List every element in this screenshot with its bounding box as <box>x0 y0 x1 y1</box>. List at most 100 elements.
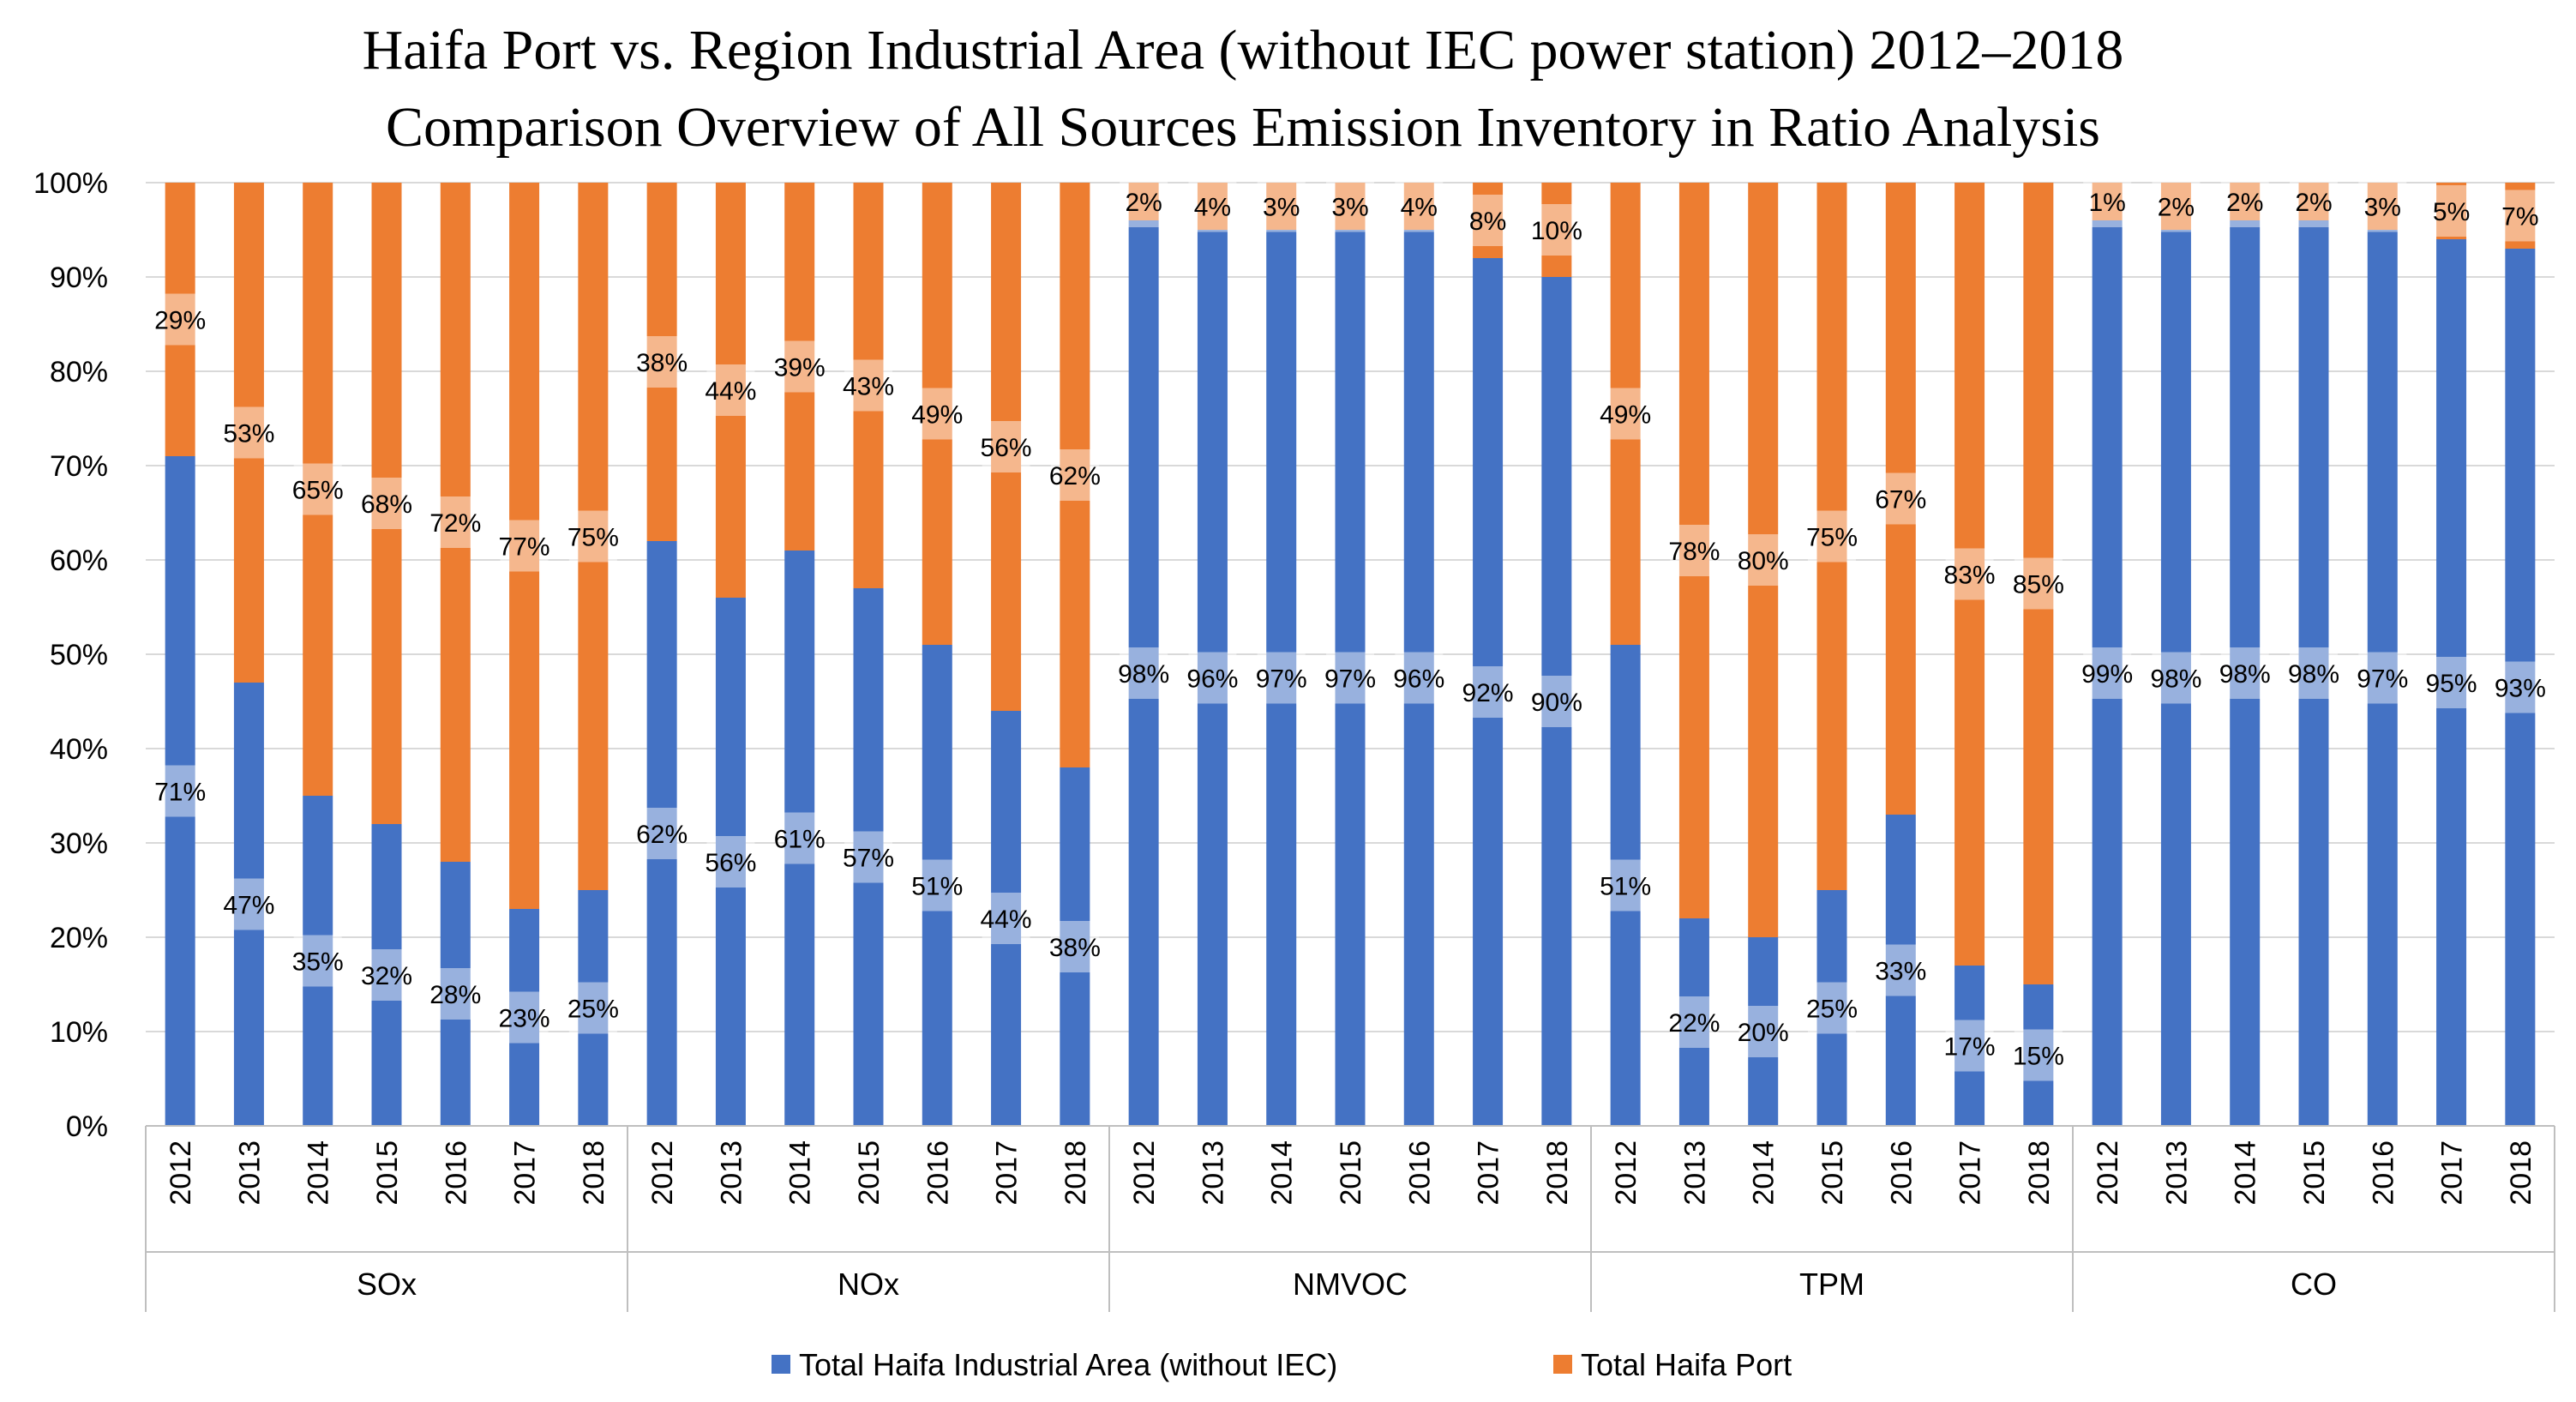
data-label-port: 65% <box>292 477 344 505</box>
x-tick-label-year: 2016 <box>1403 1140 1436 1206</box>
bar-port <box>509 183 540 909</box>
bar-industrial <box>2023 984 2054 1126</box>
x-tick-label-year: 2018 <box>2505 1140 2537 1206</box>
bar-industrial <box>2436 239 2467 1126</box>
bar-port <box>1128 183 1159 220</box>
bar-industrial <box>2092 220 2123 1126</box>
data-label-bg <box>1463 195 1512 246</box>
bar-industrial <box>1128 220 1159 1126</box>
bar-port <box>1060 183 1090 767</box>
y-tick-label: 70% <box>50 450 108 483</box>
bar-port <box>303 183 333 796</box>
data-label-port: 38% <box>636 349 688 377</box>
data-label-bg <box>2152 652 2201 704</box>
bars <box>165 183 2536 1126</box>
data-label-bg <box>1601 859 1650 912</box>
bar-industrial <box>165 456 195 1126</box>
data-label-port: 77% <box>499 533 550 562</box>
bar-port <box>2298 183 2329 220</box>
data-label-industrial: 15% <box>2013 1043 2064 1071</box>
data-label-bg <box>1395 652 1444 704</box>
legend-swatch-port <box>1553 1355 1572 1374</box>
bar-port <box>646 183 677 541</box>
data-label-port: 53% <box>223 420 274 448</box>
bar-port <box>1955 183 1985 966</box>
data-label-port: 80% <box>1738 547 1789 575</box>
data-label-bg <box>844 831 892 883</box>
data-label-industrial: 90% <box>1531 689 1582 717</box>
bar-industrial <box>2367 230 2398 1126</box>
data-label-industrial: 98% <box>2150 665 2201 694</box>
x-tick-label-year: 2015 <box>853 1140 886 1206</box>
data-label-industrial: 23% <box>499 1005 550 1033</box>
data-label-port: 67% <box>1875 486 1926 514</box>
group-label: CO <box>2291 1267 2337 1302</box>
bar-port <box>1748 183 1779 937</box>
x-tick-label-year: 2014 <box>1266 1140 1299 1206</box>
data-label-bg <box>500 520 549 572</box>
x-tick-label-year: 2017 <box>2436 1140 2469 1206</box>
bar-port <box>440 183 471 862</box>
bar-port <box>1541 183 1572 277</box>
bar-industrial <box>1060 767 1090 1126</box>
bar-industrial <box>303 796 333 1126</box>
data-label-bg <box>156 293 205 346</box>
data-label-bg <box>363 949 411 1001</box>
data-label-port: 2% <box>1125 189 1162 217</box>
data-label-bg <box>293 463 342 515</box>
data-label-bg <box>293 935 342 987</box>
data-label-industrial: 93% <box>2495 675 2546 703</box>
data-label-industrial: 95% <box>2426 670 2477 698</box>
legend-label-port: Total Haifa Port <box>1581 1347 1792 1382</box>
bar-industrial <box>2505 249 2536 1126</box>
data-label-bg <box>1945 548 1994 600</box>
data-label-bg <box>2427 185 2476 237</box>
x-tick-label-year: 2016 <box>922 1140 954 1206</box>
x-tick-label-year: 2017 <box>1955 1140 1987 1206</box>
x-tick-label-year: 2015 <box>2298 1140 2331 1206</box>
x-tick-label-year: 2018 <box>2023 1140 2056 1206</box>
data-label-bg <box>1050 449 1099 501</box>
data-label-port: 72% <box>429 509 481 538</box>
data-label-port: 75% <box>567 524 619 552</box>
data-label-port: 4% <box>1194 194 1231 222</box>
bar-industrial <box>2298 220 2329 1126</box>
data-label-bg <box>706 364 755 416</box>
data-label-port: 49% <box>1600 401 1651 430</box>
data-label-bg <box>568 982 617 1034</box>
x-tick-label-year: 2013 <box>2160 1140 2193 1206</box>
x-tick-label-year: 2016 <box>2367 1140 2399 1206</box>
x-tick-label-year: 2012 <box>2092 1140 2124 1206</box>
bar-industrial <box>991 711 1022 1126</box>
data-label-port: 10% <box>1531 217 1582 245</box>
data-label-bg <box>1808 510 1856 563</box>
data-label-bg <box>225 406 273 459</box>
bar-port <box>2230 183 2261 220</box>
y-tick-label: 50% <box>50 639 108 671</box>
data-label-bg <box>2220 647 2269 699</box>
bar-port <box>2023 183 2054 984</box>
bar-industrial <box>784 551 815 1126</box>
x-tick-label-year: 2012 <box>1128 1140 1161 1206</box>
data-label-bg <box>2495 190 2544 242</box>
data-label-port: 4% <box>1401 194 1438 222</box>
x-tick-label-year: 2014 <box>2230 1140 2262 1206</box>
data-label-bg <box>982 421 1030 472</box>
data-label-bg <box>982 893 1030 944</box>
data-label-industrial: 47% <box>223 892 274 920</box>
data-label-bg <box>431 968 480 1020</box>
data-label-bg <box>1601 388 1650 440</box>
bar-industrial <box>233 683 264 1126</box>
data-label-bg <box>225 878 273 930</box>
data-label-bg <box>1120 176 1168 227</box>
bar-industrial <box>646 541 677 1126</box>
x-tick-label-year: 2012 <box>646 1140 679 1206</box>
x-tick-label-year: 2013 <box>233 1140 266 1206</box>
data-label-industrial: 71% <box>154 779 206 807</box>
bar-port <box>578 183 609 890</box>
data-label-industrial: 25% <box>567 996 619 1024</box>
data-label-port: 1% <box>2088 189 2125 217</box>
data-label-port: 49% <box>911 401 963 430</box>
y-tick-label: 40% <box>50 733 108 766</box>
bar-industrial <box>1266 230 1297 1126</box>
